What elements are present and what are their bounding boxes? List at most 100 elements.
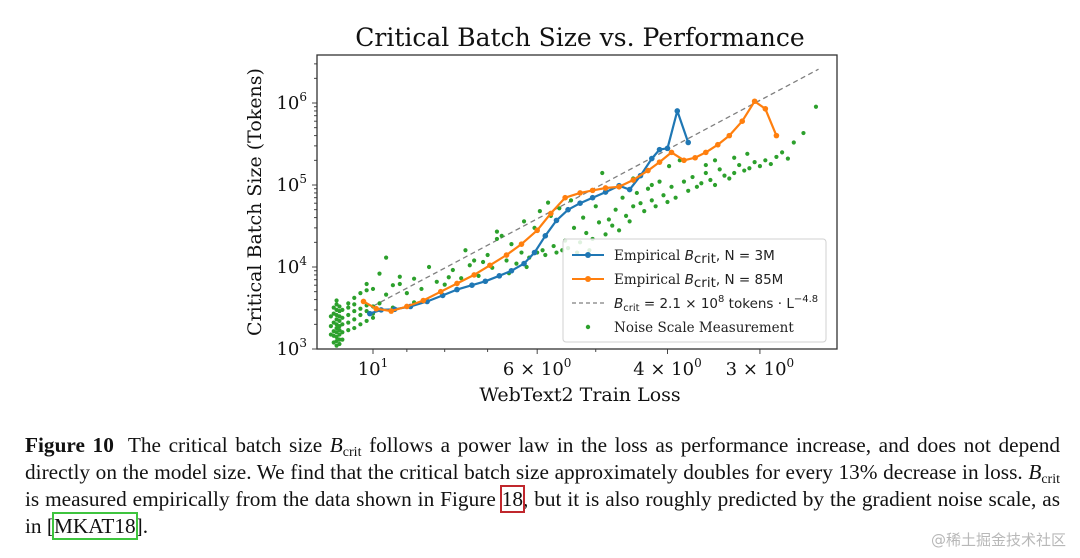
noise-scale-point [331, 311, 336, 316]
series-marker-85m [503, 252, 510, 258]
series-marker-3m [531, 249, 538, 256]
noise-scale-point [780, 150, 785, 155]
noise-scale-point [364, 288, 369, 293]
noise-scale-point [358, 291, 363, 296]
noise-scale-point [352, 317, 357, 322]
noise-scale-point [337, 341, 342, 347]
noise-scale-point [732, 170, 737, 176]
noise-scale-point [340, 322, 345, 327]
noise-scale-point [596, 220, 602, 225]
empirical-lines [360, 98, 780, 317]
noise-scale-point [768, 161, 773, 167]
legend-marker-noise [585, 324, 591, 330]
series-marker-85m [751, 98, 758, 105]
series-marker-85m [739, 118, 746, 124]
series-marker-3m [367, 310, 373, 317]
noise-scale-point [352, 308, 357, 314]
series-marker-3m [542, 233, 549, 239]
noise-scale-point [331, 305, 336, 310]
series-marker-85m [630, 177, 637, 183]
noise-scale-point [722, 173, 727, 178]
series-marker-85m [534, 227, 540, 234]
series-marker-3m [656, 146, 663, 153]
series-marker-85m [602, 185, 609, 191]
noise-scale-point [390, 283, 395, 288]
noise-scale-point [519, 250, 524, 255]
noise-scale-point [686, 188, 691, 193]
noise-scale-point [737, 162, 742, 168]
noise-scale-point [340, 307, 345, 312]
noise-scale-point [494, 229, 500, 234]
noise-scale-point [334, 302, 339, 307]
x-axis-label: WebText2 Train Loss [479, 384, 680, 406]
noise-scale-point [673, 195, 678, 200]
noise-scale-point [603, 232, 608, 237]
noise-scale-point [346, 305, 351, 310]
noise-scale-point [747, 166, 752, 171]
series-marker-3m [674, 108, 681, 114]
noise-scale-point [708, 177, 713, 183]
y-axis-ticks: 103 104 105 106 [276, 63, 317, 360]
noise-scale-point [703, 162, 708, 168]
noise-scale-point [346, 312, 351, 318]
noise-scale-point [554, 250, 559, 255]
x-tick-label: 6 × 100 [503, 356, 572, 380]
noise-scale-point [450, 267, 455, 273]
series-marker-85m [656, 159, 663, 165]
legend-item-3m: Empirical Bcrit, N = 3M [572, 248, 775, 267]
noise-scale-point [426, 264, 432, 270]
noise-scale-point [337, 332, 342, 337]
noise-scale-point [352, 295, 357, 300]
noise-scale-point [337, 304, 342, 309]
noise-scale-point [328, 324, 333, 329]
caption-text-4: , but it is also roughly predicted by th… [25, 487, 1060, 538]
noise-scale-point [745, 151, 750, 156]
noise-scale-point [480, 259, 486, 265]
noise-scale-point [727, 176, 732, 181]
noise-scale-point [364, 318, 369, 324]
noise-scale-point [476, 273, 481, 278]
noise-scale-point [337, 328, 342, 333]
legend-label-3m: Empirical Bcrit, N = 3M [614, 248, 775, 267]
noise-scale-point [571, 225, 577, 230]
noise-scale-point [499, 233, 504, 238]
noise-scale-point [742, 168, 747, 173]
chart: Critical Batch Size vs. Performance 101 6… [244, 23, 838, 406]
fit-line [372, 68, 819, 307]
noise-scale-point [352, 325, 357, 331]
caption-text-1: The critical batch size [127, 433, 330, 457]
series-marker-85m [668, 149, 675, 156]
series-marker-85m [773, 132, 780, 139]
series-marker-85m [373, 305, 380, 312]
noise-scale-point [717, 167, 722, 172]
noise-scale-point [370, 286, 376, 292]
figure-18-link[interactable]: 18 [499, 485, 526, 513]
fit-line-layer [372, 68, 819, 307]
noise-scale-point [340, 315, 345, 320]
noise-scale-point [613, 207, 618, 212]
series-marker-85m [703, 149, 709, 156]
series-marker-85m [562, 194, 568, 201]
noise-scale-point [763, 158, 768, 163]
noise-scale-point [331, 340, 336, 345]
legend-marker-85m [585, 276, 591, 282]
citation-mkat18-link[interactable]: MKAT18 [51, 512, 138, 540]
noise-scale-point [752, 160, 757, 165]
noise-scale-point [397, 281, 402, 287]
series-marker-85m [487, 262, 493, 269]
noise-scale-point [649, 182, 654, 188]
series-marker-3m [496, 273, 503, 279]
noise-scale-point [699, 181, 704, 186]
watermark: @稀土掘金技术社区 [930, 531, 1066, 549]
noise-scale-point [757, 164, 763, 169]
series-marker-3m [508, 267, 515, 274]
legend-label-85m: Empirical Bcrit, N = 85M [614, 272, 783, 291]
series-marker-3m [648, 155, 655, 162]
noise-scale-point [634, 190, 639, 196]
series-marker-85m [715, 141, 721, 148]
noise-scale-point [411, 276, 417, 281]
y-tick-label: 106 [276, 90, 307, 114]
noise-scale-point [328, 332, 333, 337]
noise-scale-point [649, 198, 654, 203]
legend-item-noise: Noise Scale Measurement [585, 320, 794, 336]
